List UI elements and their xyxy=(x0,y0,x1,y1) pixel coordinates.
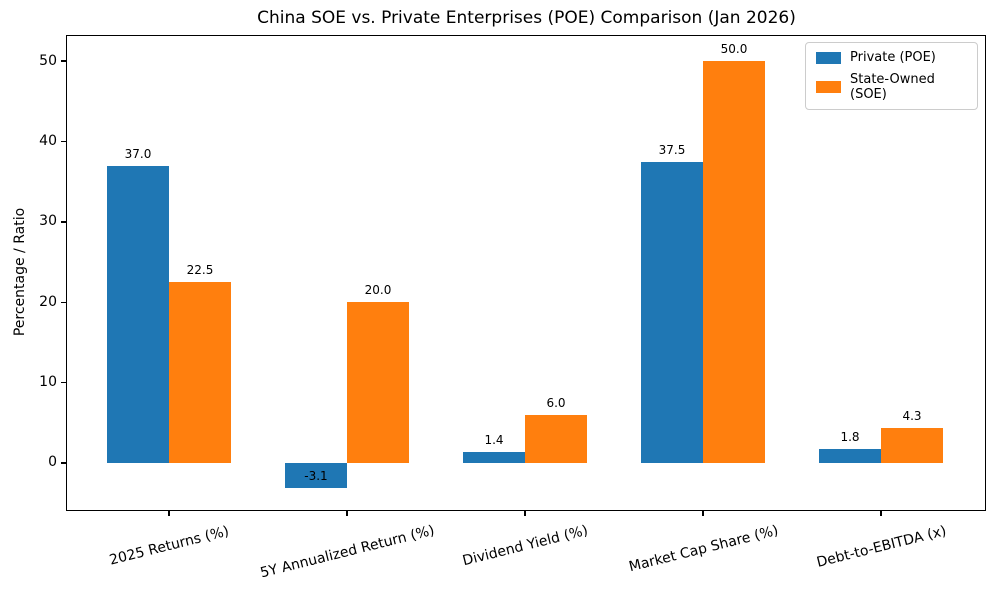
y-tick-mark xyxy=(61,221,67,223)
x-tick-mark xyxy=(702,510,704,516)
x-tick-mark xyxy=(524,510,526,516)
y-tick-label: 50 xyxy=(39,52,57,69)
legend-swatch-soe-icon xyxy=(816,81,841,93)
x-tick-mark xyxy=(880,510,882,516)
bar-value-label: 50.0 xyxy=(720,42,748,57)
bar xyxy=(463,451,525,463)
chart-title: China SOE vs. Private Enterprises (POE) … xyxy=(257,8,796,28)
x-tick-mark xyxy=(168,510,170,516)
bar xyxy=(525,414,587,463)
bar xyxy=(641,161,703,463)
bar-value-label: 20.0 xyxy=(364,283,392,298)
x-tick-mark xyxy=(346,510,348,516)
x-tick-label: Market Cap Share (%) xyxy=(626,522,780,576)
y-tick-label: 30 xyxy=(39,213,57,230)
bar xyxy=(703,61,765,463)
bar-value-label: 1.8 xyxy=(840,429,860,444)
bar-value-label: -3.1 xyxy=(304,468,328,483)
bar xyxy=(819,448,881,463)
y-tick-mark xyxy=(61,381,67,384)
legend: Private (POE) State-Owned (SOE) xyxy=(805,42,978,110)
y-tick-label: 0 xyxy=(48,454,57,471)
bar-value-label: 22.5 xyxy=(186,263,214,278)
bar xyxy=(107,165,169,463)
y-tick-label: 20 xyxy=(39,293,57,310)
bar-value-label: 37.0 xyxy=(124,146,152,161)
y-tick-label: 40 xyxy=(39,133,57,150)
bar-value-label: 6.0 xyxy=(546,395,566,410)
y-tick-mark xyxy=(61,60,67,62)
y-tick-mark xyxy=(61,301,67,303)
legend-label-soe: State-Owned (SOE) xyxy=(850,72,935,102)
bar xyxy=(169,282,231,463)
y-tick-label: 10 xyxy=(39,374,57,391)
y-tick-mark xyxy=(61,140,67,143)
x-tick-label: Dividend Yield (%) xyxy=(460,523,590,570)
bar xyxy=(285,462,347,488)
bar-value-label: 1.4 xyxy=(484,432,504,447)
legend-swatch-private-icon xyxy=(816,51,841,64)
bar-value-label: 4.3 xyxy=(902,409,922,424)
x-tick-label: 2025 Returns (%) xyxy=(107,523,231,569)
x-tick-label: Debt-to-EBITDA (x) xyxy=(814,522,948,571)
bar-value-label: 37.5 xyxy=(658,142,686,157)
x-tick-label: 5Y Annualized Return (%) xyxy=(258,523,436,582)
legend-item-soe: State-Owned (SOE) xyxy=(816,72,967,102)
y-tick-mark xyxy=(61,462,67,464)
bar xyxy=(347,302,409,463)
bar xyxy=(881,428,943,463)
legend-label-private: Private (POE) xyxy=(850,50,936,65)
legend-item-private: Private (POE) xyxy=(816,50,967,65)
